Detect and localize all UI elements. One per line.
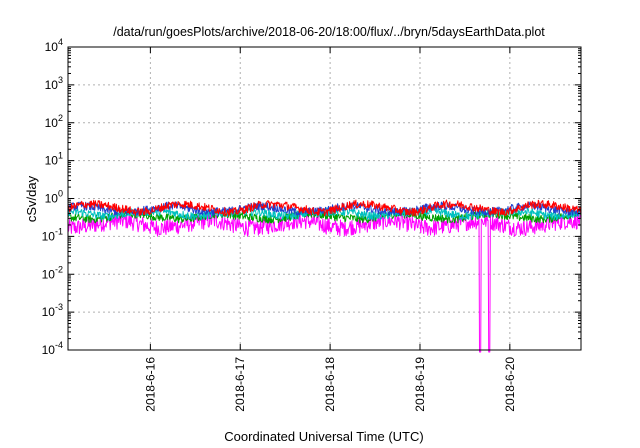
y-tick-label: 102: [45, 113, 63, 130]
x-axis-title: Coordinated Universal Time (UTC): [224, 429, 423, 444]
chart-title: /data/run/goesPlots/archive/2018-06-20/1…: [113, 25, 545, 39]
y-tick-exponent: -2: [55, 264, 63, 274]
x-tick-label: 2018-6-17: [233, 357, 247, 412]
series-layer: [67, 199, 582, 353]
y-tick-label: 100: [45, 189, 63, 206]
y-tick-exponent: -4: [55, 340, 63, 350]
grid: [68, 47, 581, 350]
x-tick-label: 2018-6-18: [323, 357, 337, 412]
x-tick-label: 2018-6-19: [413, 357, 427, 412]
y-tick-exponent: 4: [58, 37, 63, 47]
y-tick-exponent: -3: [55, 302, 63, 312]
y-tick-label: 10-3: [42, 302, 63, 319]
x-tick-label: 2018-6-20: [503, 357, 517, 412]
y-tick-exponent: -1: [55, 226, 63, 236]
ticks: 10-410-310-210-11001011021031042018-6-16…: [42, 37, 581, 412]
y-tick-label: 101: [45, 151, 63, 168]
y-axis-title: cSv/day: [24, 175, 39, 222]
y-tick-exponent: 2: [58, 113, 63, 123]
y-tick-label: 10-2: [42, 264, 63, 281]
series-line: [67, 211, 582, 353]
x-tick-label: 2018-6-16: [143, 357, 157, 412]
y-tick-label: 10-4: [42, 340, 63, 357]
y-tick-exponent: 3: [58, 75, 63, 85]
series-line: [67, 199, 582, 217]
y-tick-label: 10-1: [42, 226, 63, 243]
y-tick-label: 104: [45, 37, 63, 54]
y-tick-exponent: 1: [58, 151, 63, 161]
y-tick-exponent: 0: [58, 189, 63, 199]
y-tick-label: 103: [45, 75, 63, 92]
